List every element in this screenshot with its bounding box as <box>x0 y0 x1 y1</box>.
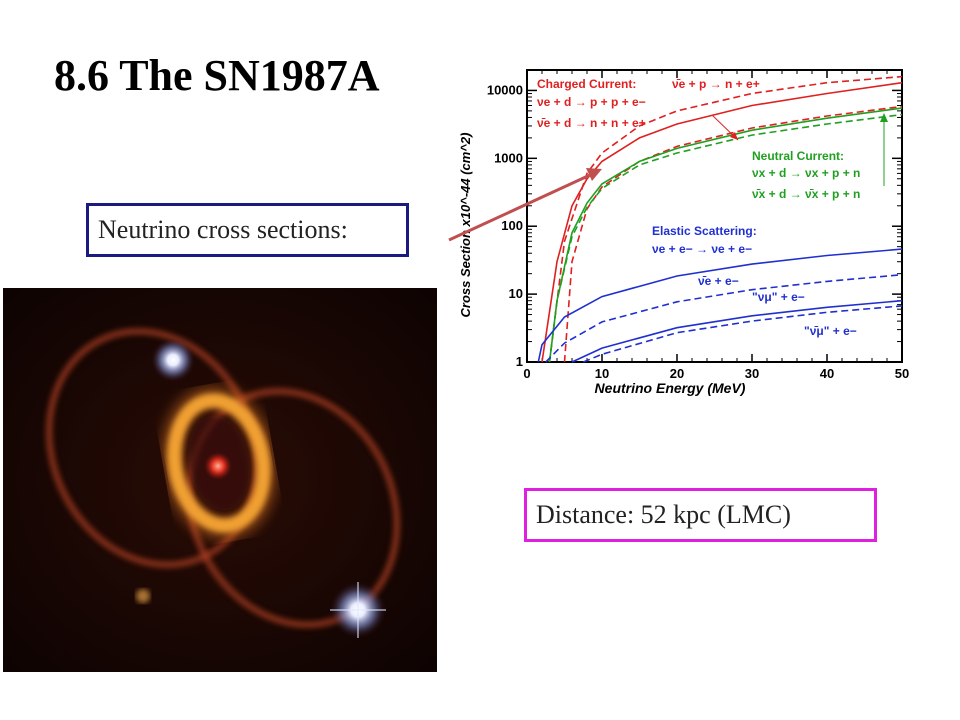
series-neutral-solid-3 <box>548 107 903 363</box>
elastic-heading: Elastic Scattering: <box>652 224 757 238</box>
series-elastic-solid-7 <box>571 299 903 363</box>
neutral-current-reaction-2: ν̄x + d → ν̄x + p + n <box>752 187 860 201</box>
x-tick-label: 10 <box>595 366 609 381</box>
series-neutral-dashed-4 <box>548 113 903 363</box>
charged-current-reaction-1: ν̄e + p → n + e+ <box>672 77 760 91</box>
series-elastic-solid-5 <box>537 248 903 363</box>
cross-sections-label: Neutrino cross sections: <box>98 215 348 244</box>
y-tick-label: 1000 <box>494 150 523 165</box>
x-tick-label: 50 <box>895 366 909 381</box>
plot-frame <box>526 69 903 363</box>
elastic-reaction-1: νe + e− → νe + e− <box>652 242 752 256</box>
distance-label: Distance: 52 kpc (LMC) <box>536 500 791 529</box>
star-top <box>151 338 195 382</box>
y-tick-label: 10000 <box>487 82 523 97</box>
elastic-reaction-2: ν̄e + e− <box>698 274 739 288</box>
inner-ring <box>167 393 271 533</box>
neutral-current-heading: Neutral Current: <box>752 149 844 163</box>
y-tick-label: 100 <box>501 218 523 233</box>
x-tick-label: 30 <box>745 366 759 381</box>
y-tick-label: 10 <box>509 286 523 301</box>
x-tick-label: 40 <box>820 366 834 381</box>
charged-current-heading: Charged Current: <box>537 77 636 91</box>
y-axis-label: Cross Section x10^-44 (cm^2) <box>458 133 473 318</box>
cross-sections-label-box: Neutrino cross sections: <box>86 203 409 257</box>
neutral-current-reaction-1: νx + d → νx + p + n <box>752 166 860 180</box>
x-tick-label: 0 <box>523 366 530 381</box>
elastic-reaction-4: "ν̄μ" + e− <box>804 324 857 338</box>
series-elastic-dashed-8 <box>582 305 903 363</box>
elastic-reaction-3: "νμ" + e− <box>752 290 805 304</box>
charged-current-reaction-2: νe + d → p + p + e− <box>537 95 646 109</box>
cross-section-chart: 0 10 20 30 40 50 1 10 100 1000 10000 Neutrino Ener… <box>458 69 909 396</box>
x-axis-label: Neutrino Energy (MeV) <box>595 380 746 396</box>
y-tick-label: 1 <box>516 354 523 369</box>
slide-title: 8.6 The SN1987A <box>54 51 380 100</box>
remnant-core <box>204 452 232 480</box>
series-elastic-dashed-6 <box>545 273 903 363</box>
charged-current-reaction-3: ν̄e + d → n + n + e+ <box>537 116 646 130</box>
x-tick-label: 20 <box>670 366 684 381</box>
supernova-remnant-image <box>3 288 437 672</box>
distance-label-box: Distance: 52 kpc (LMC) <box>524 488 877 542</box>
